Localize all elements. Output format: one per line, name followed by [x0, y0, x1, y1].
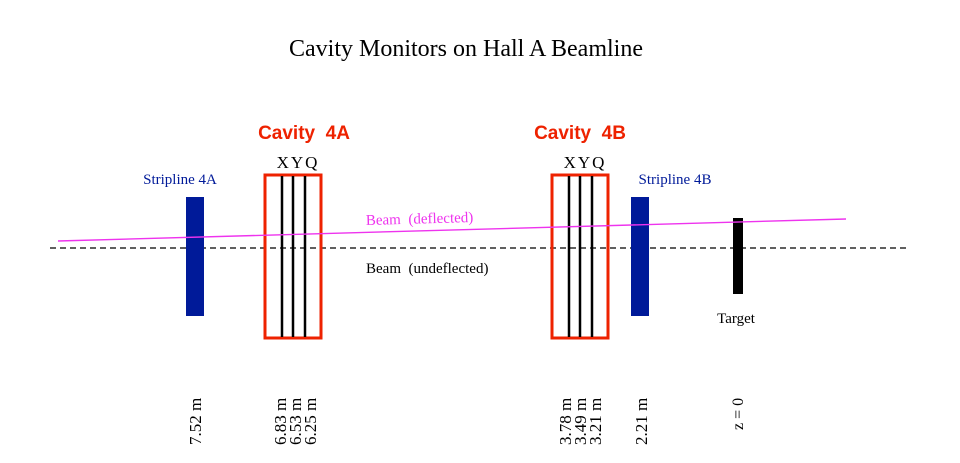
target-position: z = 0: [730, 398, 747, 430]
cavity-4b-box: [550, 173, 610, 340]
deflected-beam-line: [57, 218, 847, 242]
cavity-4a-x-position: 6.83 m: [271, 398, 290, 445]
cavity-4a-y-position: 6.53 m: [286, 398, 305, 445]
stripline-4a-bar: [186, 197, 204, 316]
cavity-4b-label: Cavity 4B: [534, 123, 626, 144]
stripline-4b-bar: [631, 197, 649, 316]
deflected-beam-label: Beam (deflected): [366, 210, 474, 229]
stripline-4a-position: 7.52 m: [186, 398, 205, 445]
stripline-4b-label: Stripline 4B: [639, 172, 712, 188]
cavity-4b-y-position: 3.49 m: [571, 398, 590, 445]
diagram-title: Cavity Monitors on Hall A Beamline: [289, 36, 643, 62]
cavity-4a-q-position: 6.25 m: [301, 398, 320, 445]
undeflected-beam-label: Beam (undeflected): [366, 261, 488, 277]
cavity-4a-label: Cavity 4A: [258, 123, 350, 144]
stripline-4b-position: 2.21 m: [632, 398, 651, 445]
stripline-4a-label: Stripline 4A: [143, 172, 217, 188]
cavity-4a-box: [263, 173, 323, 340]
cavity-4b-q-position: 3.21 m: [586, 398, 605, 445]
cavity-4b-channels: XYQ: [564, 153, 607, 172]
target-bar: [733, 218, 743, 294]
cavity-4b-x-position: 3.78 m: [556, 398, 575, 445]
cavity-4a-channels: XYQ: [277, 153, 320, 172]
target-label: Target: [717, 311, 756, 327]
